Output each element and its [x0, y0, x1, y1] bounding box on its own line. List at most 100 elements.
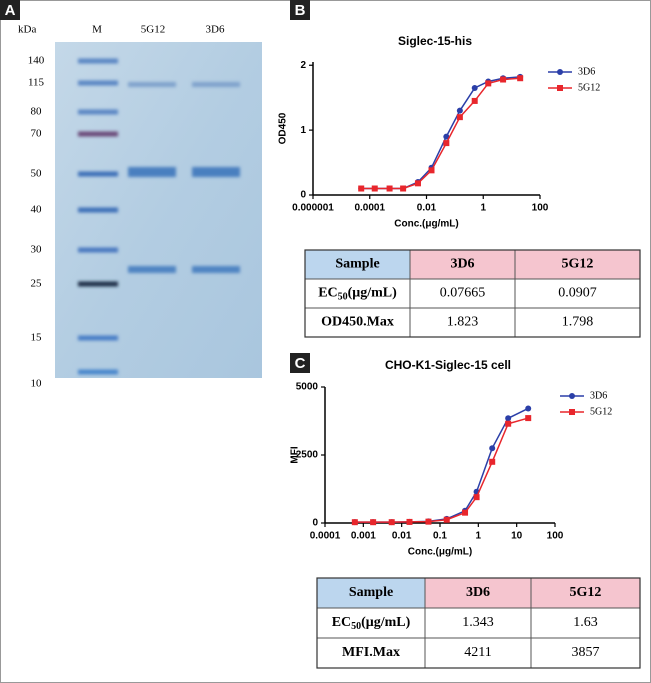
legend-marker — [569, 393, 575, 399]
table-cell — [409, 307, 516, 338]
data-point — [489, 458, 496, 465]
row-label: EC50(μg/mL) — [318, 286, 397, 303]
row-label: EC50(μg/mL) — [332, 615, 411, 632]
cell-value: 1.798 — [562, 315, 594, 330]
data-point — [414, 180, 421, 187]
marker-weight-label: 30 — [31, 244, 43, 256]
x-axis-label: Conc.(μg/mL) — [394, 219, 458, 230]
data-point — [371, 185, 378, 192]
data-point — [406, 518, 413, 525]
data-point — [456, 114, 463, 121]
data-point — [471, 84, 478, 91]
marker-weight-label: 15 — [31, 332, 43, 344]
panel-letter-box — [290, 353, 310, 373]
panel-letter: C — [295, 355, 306, 372]
y-tick-label: 2500 — [296, 450, 319, 461]
row-label-unit: (μg/mL) — [361, 615, 410, 630]
lane-label: 5G12 — [141, 24, 165, 36]
x-tick-label: 100 — [547, 531, 564, 542]
legend-marker — [557, 85, 563, 91]
row-label: MFI.Max — [342, 645, 400, 660]
cell-value: 0.07665 — [440, 286, 486, 301]
panel-letter-box — [0, 0, 20, 20]
cell-value: 1.343 — [462, 615, 494, 630]
data-point — [443, 133, 450, 140]
data-point — [471, 97, 478, 104]
data-point — [351, 519, 358, 526]
table-cell — [514, 278, 641, 309]
data-point — [425, 518, 432, 525]
header-text: 5G12 — [562, 257, 594, 272]
legend-label: 3D6 — [590, 390, 607, 401]
table-cell — [530, 607, 641, 639]
chart-title: Siglec-15-his — [398, 34, 472, 48]
data-point — [386, 185, 393, 192]
data-point — [428, 167, 435, 174]
cell-value: 1.63 — [573, 615, 598, 630]
header-text: Sample — [349, 585, 393, 600]
row-label-main: OD450.Max — [321, 315, 394, 330]
header-text: Sample — [335, 257, 379, 272]
y-tick-label: 1 — [300, 125, 306, 136]
x-tick-label: 100 — [532, 203, 549, 214]
cell-value: 4211 — [464, 645, 491, 660]
data-point — [443, 140, 450, 147]
marker-band — [78, 131, 118, 137]
data-point — [505, 420, 512, 427]
x-tick-label: 10 — [511, 531, 523, 542]
data-point — [462, 509, 469, 516]
marker-weight-label: 10 — [31, 378, 43, 390]
data-point — [473, 494, 480, 501]
sample-band — [128, 266, 176, 273]
lane-label: M — [92, 24, 102, 36]
chart-title: CHO-K1-Siglec-15 cell — [385, 358, 511, 372]
x-tick-label: 0.01 — [392, 531, 412, 542]
data-point — [485, 80, 492, 87]
x-tick-label: 0.0001 — [310, 531, 341, 542]
legend-label: 5G12 — [590, 406, 612, 417]
header-cell — [316, 577, 426, 609]
legend-label: 5G12 — [578, 82, 600, 93]
table-cell — [530, 637, 641, 669]
marker-band — [78, 281, 118, 287]
legend-marker — [557, 69, 563, 75]
panel-letter-box — [290, 0, 310, 20]
header-text: 3D6 — [466, 585, 490, 600]
row-label-main: EC — [318, 286, 337, 301]
data-point — [505, 415, 512, 422]
header-text: 5G12 — [570, 585, 602, 600]
sample-band — [192, 266, 240, 273]
data-point — [400, 185, 407, 192]
table-border — [304, 249, 641, 338]
header-cell — [514, 249, 641, 280]
sample-band — [192, 82, 240, 87]
data-point — [358, 185, 365, 192]
marker-band — [78, 369, 118, 375]
cell-value: 3857 — [572, 645, 600, 660]
x-tick-label: 0.001 — [351, 531, 376, 542]
x-tick-label: 0.01 — [417, 203, 437, 214]
data-point — [500, 76, 507, 83]
row-label-sub: 50 — [351, 621, 361, 632]
marker-weight-label: 115 — [28, 77, 45, 89]
data-point — [388, 519, 395, 526]
header-cell — [530, 577, 641, 609]
data-point — [489, 445, 496, 452]
x-tick-label: 0.0001 — [354, 203, 385, 214]
marker-weight-label: 25 — [31, 278, 43, 290]
sample-band — [128, 167, 176, 177]
header-cell — [424, 577, 532, 609]
row-label-main: MFI.Max — [342, 645, 400, 660]
x-tick-label: 1 — [476, 531, 482, 542]
y-tick-label: 2 — [300, 60, 306, 71]
x-tick-label: 0.000001 — [292, 203, 334, 214]
y-axis-label: OD450 — [278, 112, 289, 144]
marker-weight-label: 40 — [31, 204, 43, 216]
lane-label: 3D6 — [206, 24, 225, 36]
marker-band — [78, 58, 118, 64]
data-point — [517, 75, 524, 82]
legend-marker — [569, 409, 575, 415]
panel-letter: B — [295, 2, 306, 19]
marker-weight-label: 140 — [28, 55, 45, 67]
marker-weight-label: 50 — [31, 168, 43, 180]
